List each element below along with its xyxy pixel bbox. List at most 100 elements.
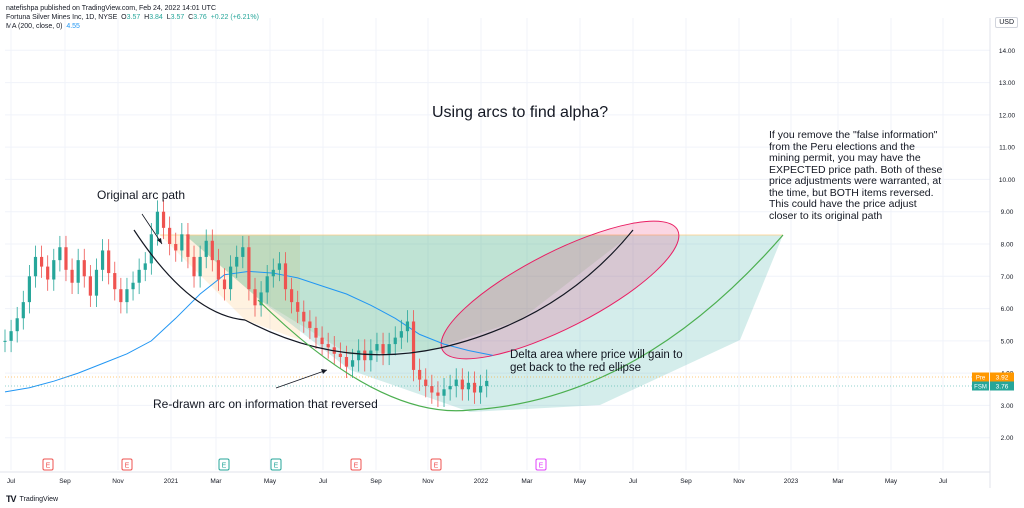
candle-body [302,311,306,322]
earnings-marker [121,458,133,471]
earnings-marker [218,458,230,471]
explanation-note: If you remove the "false information" fro… [769,129,943,222]
x-tick-label: Nov [112,478,124,485]
arrow-head-redrawn [321,369,327,374]
candle-body [436,392,440,396]
y-tick-label: 10.00 [999,177,1016,184]
redrawn-arc-label: Re-drawn arc on information that reverse… [153,397,378,411]
time-axis: Jul Sep Nov 2021 Mar May Jul Sep Nov 2022 Mar May Ju… [7,478,948,485]
candle-body [21,302,25,319]
note-line: EXPECTED price path. Both of these [769,163,943,176]
earnings-letter: E [222,463,227,470]
red-ellipse-shape [440,220,680,360]
low-label: L [166,14,171,21]
y-tick-label: 2.00 [1001,435,1014,442]
candle-body [381,344,385,354]
candle-body [46,266,50,280]
symbol-line: Fortuna Silver Mines Inc, 1D, NYSE O3.57… [6,13,259,22]
x-tick-label: Sep [59,478,71,485]
open-value: 3.57 [126,14,141,21]
candle-body [357,350,361,361]
low-value: 3.57 [170,14,185,21]
candle-body [241,247,245,257]
original-arc-left [133,229,246,321]
x-tick-label: May [264,478,277,485]
price-tags: Pre 3.92 FSM 3.76 [5,372,1014,391]
ma-value: 4.55 [66,23,80,30]
candle-body [253,289,257,306]
candle-body [369,350,373,361]
candle-body [430,386,434,393]
price-tag-label: Pre [976,376,986,382]
candle-body [308,321,312,328]
earnings-letter: E [539,463,544,470]
candle-body [442,389,446,396]
x-tick-label: Jul [319,478,328,485]
candle-body [320,337,324,345]
publish-line: natefishpa published on TradingView.com,… [6,4,259,13]
earnings-letter: E [46,463,51,470]
note-line: the time, but BOTH items reversed. [769,186,934,199]
ma-label[interactable]: MA (200, close, 0) [6,23,63,30]
high-value: 3.84 [149,14,163,21]
candle-body [375,344,379,351]
arrow-head-original [157,238,162,244]
price-tag-label: FSM [974,385,987,391]
symbol-name[interactable]: Fortuna Silver Mines Inc, 1D, NYSE [6,14,118,21]
candle-body [52,260,56,280]
candle-body [216,260,221,280]
chart-header: natefishpa published on TradingView.com,… [6,4,259,31]
candle-body [387,344,391,354]
candle-body [399,331,403,338]
annotation-arrows [141,213,328,389]
note-line: closer to its original path [769,209,883,222]
redrawn-arc [257,234,784,412]
candle-body [472,382,477,393]
original-arc-right [244,229,634,356]
green-triangle-shape [185,235,630,355]
candle-body [204,240,208,257]
x-tick-label: Sep [370,478,382,485]
x-tick-label: Jul [939,478,948,485]
candle-body [94,269,99,296]
candle-body [168,227,172,244]
note-line: mining permit, you may have the [769,152,921,164]
candle-body [271,269,275,277]
candle-body [277,263,281,270]
candle-body [155,211,160,235]
candle-body [289,289,294,303]
x-tick-label: Mar [210,478,222,485]
earnings-marker [270,458,282,471]
earnings-letter: E [125,463,130,470]
x-tick-label: Nov [422,478,434,485]
candle-body [350,360,355,367]
y-tick-label: 12.00 [999,112,1016,119]
candle-body [125,289,129,303]
footer-branding: TV TradingView [6,494,58,504]
candle-body [259,292,263,306]
candle-body [64,247,68,270]
candle-body [448,386,452,390]
delta-area-label: Delta area where price will gain to get … [510,349,683,375]
candle-body [265,276,269,293]
x-tick-label: May [885,478,898,485]
candle-body [192,256,196,277]
y-tick-label: 9.00 [1001,209,1014,216]
x-tick-label: Mar [521,478,533,485]
earnings-marker [535,458,547,471]
earnings-letter: E [274,463,279,470]
earnings-letter: E [354,463,359,470]
x-tick-label: Nov [733,478,745,485]
candle-body [119,289,123,303]
x-tick-label: 2023 [784,478,799,485]
candle-body [296,302,300,312]
earnings-letter: E [434,463,439,470]
delta-line-2: get back to the red ellipse [510,362,642,374]
chart-title-annotation: Using arcs to find alpha? [432,104,609,121]
currency-label[interactable]: USD [995,17,1018,28]
y-tick-label: 14.00 [999,48,1016,55]
candle-body [180,234,184,251]
x-tick-label: Jul [629,478,638,485]
